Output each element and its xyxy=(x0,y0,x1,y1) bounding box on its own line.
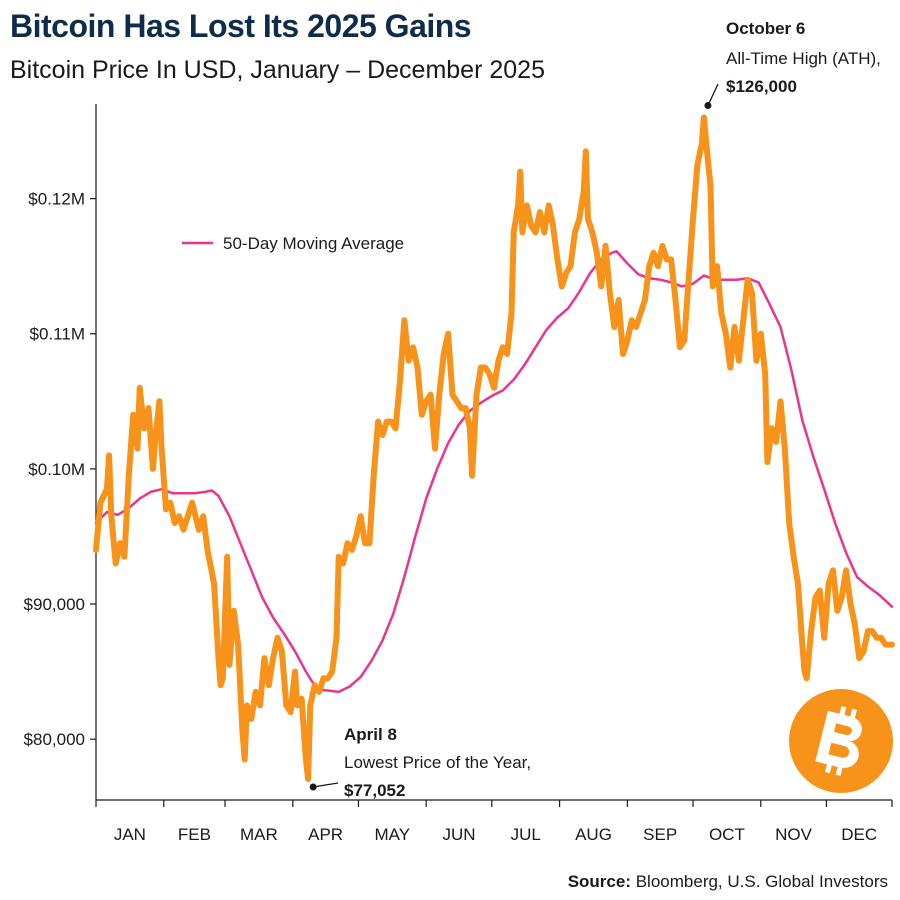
price-series-line xyxy=(93,114,895,782)
x-tick-label: MAR xyxy=(240,825,278,844)
ath-value-label: $126,000 xyxy=(726,77,797,96)
source-text: Bloomberg, U.S. Global Investors xyxy=(635,872,888,891)
x-tick-label: APR xyxy=(308,825,343,844)
x-tick-label: JAN xyxy=(114,825,146,844)
chart-subtitle: Bitcoin Price In USD, January – December… xyxy=(10,56,545,84)
ath-date-label: October 6 xyxy=(726,19,805,38)
chart-title: Bitcoin Has Lost Its 2025 Gains xyxy=(10,8,472,44)
x-tick-label: DEC xyxy=(841,825,877,844)
ath-annotation: October 6 All-Time High (ATH), $126,000 xyxy=(704,19,881,110)
source-label: Source: xyxy=(567,872,631,891)
source-note: Source: Bloomberg, U.S. Global Investors xyxy=(568,872,888,892)
y-tick-label: $90,000 xyxy=(24,595,85,614)
low-value-label: $77,052 xyxy=(344,781,405,800)
chart-series xyxy=(93,114,895,782)
low-date-label: April 8 xyxy=(344,725,397,744)
x-tick-label: OCT xyxy=(709,825,745,844)
x-tick-label: AUG xyxy=(575,825,612,844)
low-marker-dot xyxy=(309,783,317,791)
y-tick-label: $0.11M xyxy=(30,325,85,344)
y-tick-label: $0.10M xyxy=(28,460,85,479)
x-tick-label: SEP xyxy=(643,825,677,844)
low-leader-line xyxy=(313,782,339,788)
bitcoin-logo-icon xyxy=(789,689,893,793)
x-tick-label: JUN xyxy=(442,825,475,844)
moving-average-series-line xyxy=(94,250,894,694)
chart-annotations: October 6 All-Time High (ATH), $126,000 … xyxy=(309,19,881,800)
legend-moving-average-label: 50-Day Moving Average xyxy=(223,234,404,253)
x-tick-label: JUL xyxy=(511,825,541,844)
low-annotation: April 8 Lowest Price of the Year, $77,05… xyxy=(309,725,531,800)
chart-axes: $80,000 $90,000 $0.10M $0.11M $0.12M JAN FEB MA… xyxy=(24,104,893,844)
x-tick-label: MAY xyxy=(375,825,411,844)
y-tick-label: $80,000 xyxy=(24,730,85,749)
ath-marker-dot xyxy=(704,102,712,110)
x-tick-label: NOV xyxy=(775,825,813,844)
x-tick-label: FEB xyxy=(178,825,211,844)
ath-description-label: All-Time High (ATH), xyxy=(726,49,881,68)
chart-legend: 50-Day Moving Average xyxy=(182,234,404,253)
ath-leader-line xyxy=(707,83,719,106)
y-tick-label: $0.12M xyxy=(28,190,85,209)
low-description-label: Lowest Price of the Year, xyxy=(344,753,531,772)
